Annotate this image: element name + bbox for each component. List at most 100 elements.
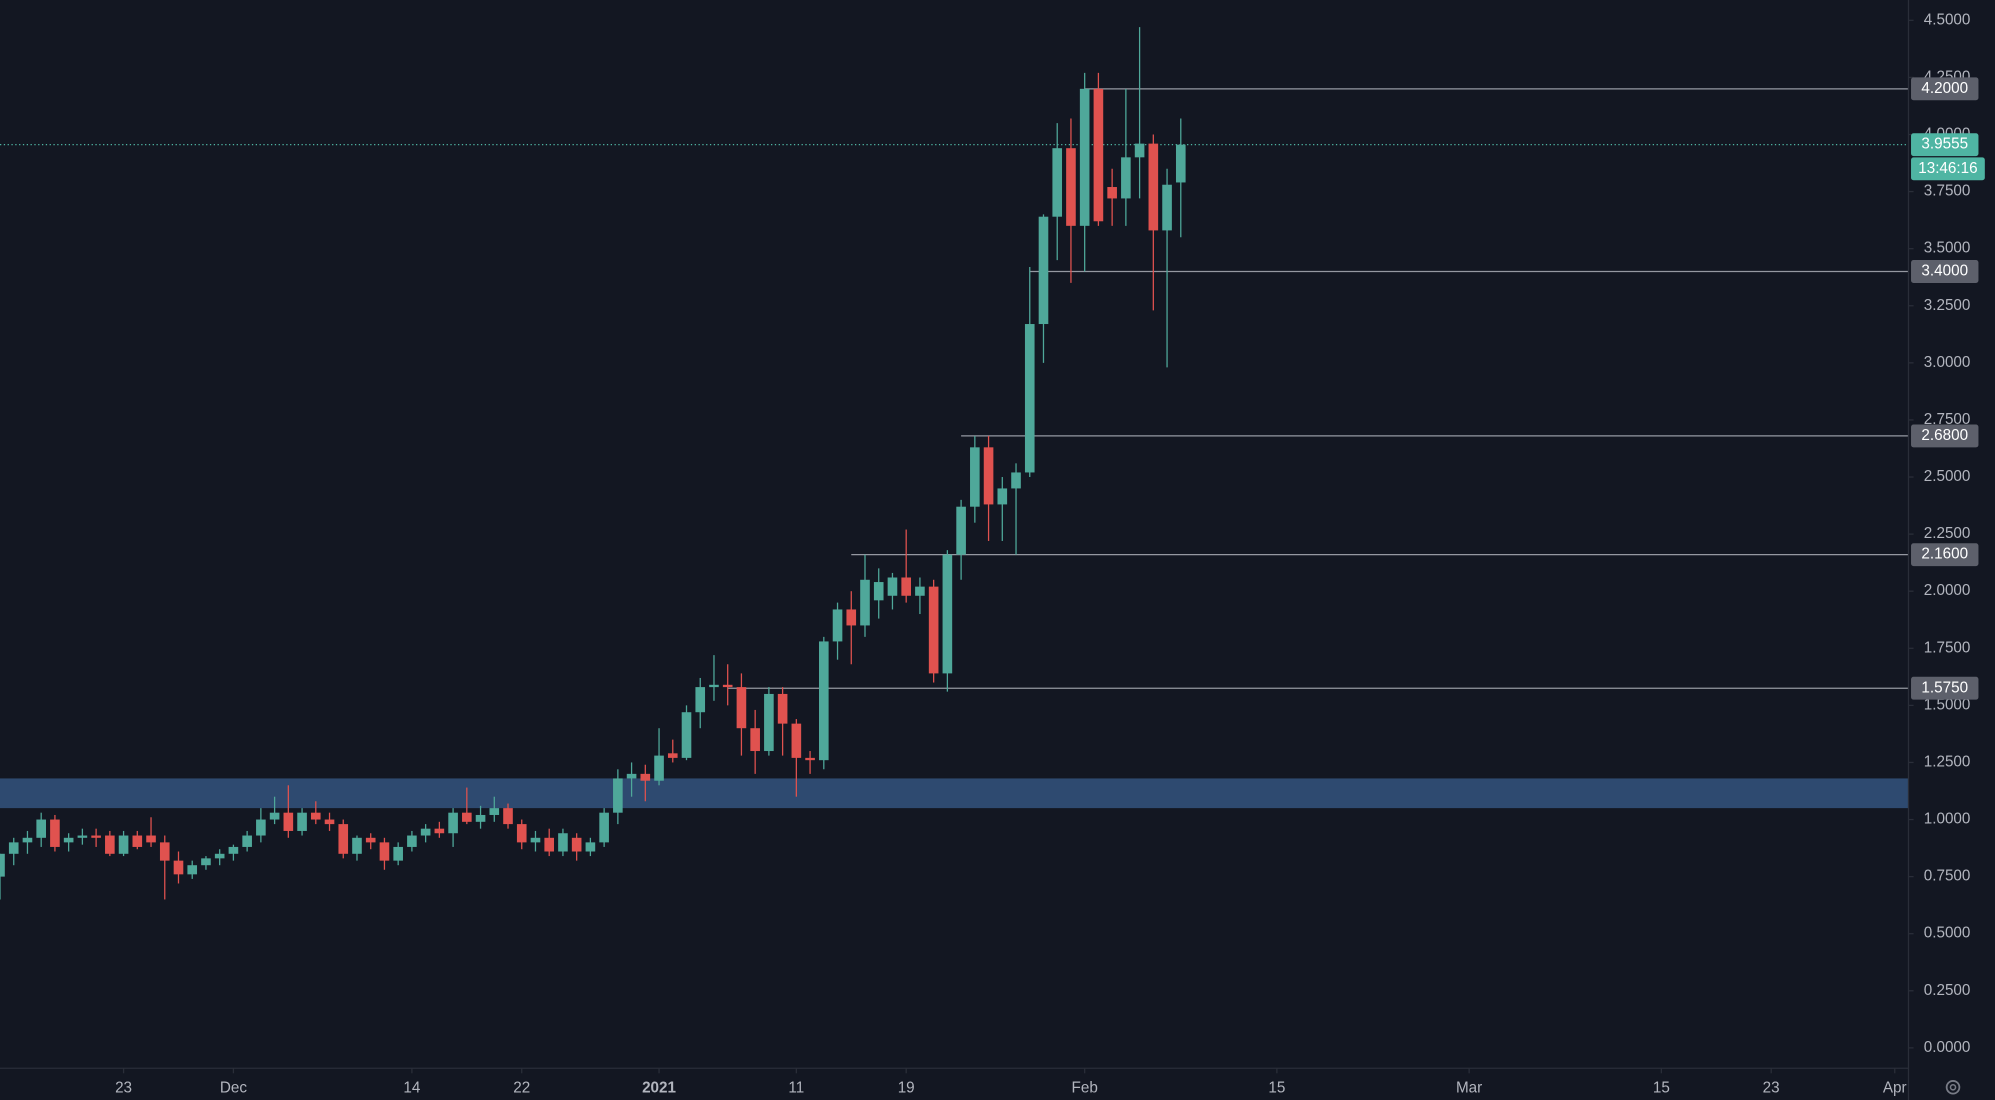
candle-body <box>530 837 541 843</box>
candle-body <box>613 778 623 813</box>
y-tick-label: 2.7500 <box>1924 411 1971 428</box>
level-label: 4.2000 <box>1921 80 1968 97</box>
candle-body <box>503 808 513 825</box>
candle-body <box>297 812 307 831</box>
candle-body <box>269 812 280 820</box>
candle-body <box>997 488 1008 505</box>
level-label-box <box>1911 543 1979 567</box>
candle-body <box>667 753 678 758</box>
candle-body <box>654 755 664 781</box>
y-tick-label: 0.0000 <box>1924 1039 1971 1056</box>
candle-body <box>36 819 46 838</box>
candle-body <box>201 858 211 866</box>
candle-body <box>214 853 225 859</box>
y-tick-label: 3.2500 <box>1924 297 1971 314</box>
level-label-box <box>1911 77 1979 101</box>
candle-body <box>544 837 555 852</box>
candle-body <box>105 835 115 854</box>
candle-body <box>379 842 390 861</box>
x-tick-label: 22 <box>513 1080 530 1097</box>
y-tick-label: 3.7500 <box>1924 183 1971 200</box>
candle-body <box>50 819 60 847</box>
candle-body <box>173 860 184 875</box>
candle-body <box>462 812 472 822</box>
candle-body <box>489 808 500 815</box>
candle-body <box>63 837 74 843</box>
candle-body <box>832 609 843 642</box>
candle-body <box>585 842 596 852</box>
candle-body <box>791 723 802 758</box>
level-label: 3.4000 <box>1921 263 1968 280</box>
level-label-box <box>1911 260 1979 283</box>
candle-body <box>516 824 527 843</box>
candle-body <box>777 693 788 724</box>
x-tick-label: 23 <box>1763 1080 1780 1097</box>
candle-body <box>970 447 980 507</box>
candle-body <box>407 835 417 847</box>
candle-body <box>1011 472 1021 489</box>
candle-body <box>722 684 733 688</box>
candle-body <box>983 447 994 505</box>
candle-body <box>187 865 198 875</box>
candle-body <box>91 835 101 838</box>
candle-body <box>0 853 5 877</box>
candle-body <box>626 773 637 779</box>
plot-area <box>0 27 1909 900</box>
candle-body <box>860 579 870 626</box>
x-tick-label: Dec <box>220 1080 248 1097</box>
support-zone <box>0 778 1909 809</box>
candle-body <box>681 712 692 758</box>
candle-body <box>928 586 939 674</box>
countdown-label: 13:46:16 <box>1918 160 1977 177</box>
candle-body <box>805 757 815 761</box>
candle-body <box>887 577 898 596</box>
candle-body <box>448 812 458 834</box>
level-label: 1.5750 <box>1921 679 1968 696</box>
countdown-box <box>1911 157 1985 181</box>
candle-body <box>132 835 143 847</box>
last-price-label: 3.9555 <box>1921 136 1968 153</box>
candle-body <box>1093 88 1104 222</box>
candle-body <box>242 835 252 847</box>
y-tick-label: 3.5000 <box>1924 240 1971 257</box>
level-label: 2.6800 <box>1921 427 1968 444</box>
settings-icon[interactable] <box>1945 1080 1961 1095</box>
candle-body <box>324 819 335 825</box>
x-tick-label: 15 <box>1653 1080 1670 1097</box>
candle-body <box>695 687 706 713</box>
x-tick-label: 11 <box>788 1080 804 1097</box>
candle-body <box>475 814 486 822</box>
y-tick-label: 0.5000 <box>1924 925 1971 942</box>
candle-body <box>1052 148 1063 217</box>
candle-body <box>228 846 239 854</box>
candle-body <box>599 812 609 843</box>
candle-body <box>873 582 884 601</box>
candle-body <box>764 693 774 752</box>
candle-body <box>1107 187 1117 199</box>
candle-body <box>571 837 582 852</box>
candle-body <box>283 812 294 831</box>
candle-body <box>352 837 362 854</box>
x-tick-label: 23 <box>115 1080 132 1097</box>
candle-body <box>434 828 445 834</box>
candle-body <box>8 842 19 854</box>
candle-body <box>956 506 966 555</box>
candle-body <box>818 641 829 761</box>
candle-body <box>310 812 321 820</box>
candle-body <box>846 609 857 626</box>
candle-body <box>1024 324 1035 473</box>
level-label-box <box>1911 676 1979 700</box>
x-tick-label: Apr <box>1883 1080 1907 1097</box>
candle-body <box>1079 88 1090 226</box>
candle-body <box>338 824 349 854</box>
candle-body <box>22 837 33 843</box>
candle-body <box>420 828 431 836</box>
axes: 0.0000 0.2500 0.5000 0.7500 1.0000 1.2500 1.50… <box>115 11 1985 1097</box>
x-tick-label: 15 <box>1268 1080 1285 1097</box>
candle-body <box>1148 143 1159 231</box>
x-tick-label: 2021 <box>642 1080 676 1097</box>
candle-body <box>256 819 266 836</box>
